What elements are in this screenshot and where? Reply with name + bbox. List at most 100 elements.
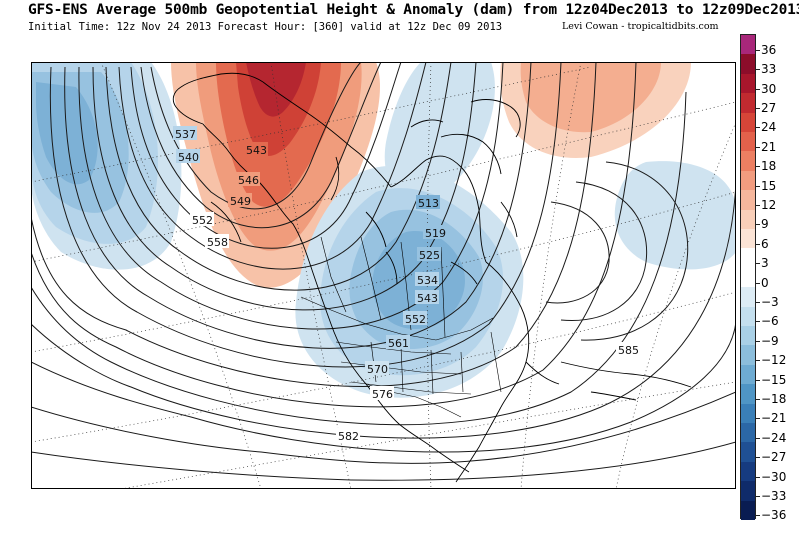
colorbar-label: −24 xyxy=(761,430,787,445)
contour-labels: 537 540 543 546 549 552 558 513 519 525 … xyxy=(173,126,640,443)
colorbar-tick xyxy=(756,398,760,400)
colorbar-swatch xyxy=(741,287,755,308)
colorbar-tick xyxy=(756,224,760,226)
colorbar-label: −15 xyxy=(761,372,787,387)
colorbar-swatch xyxy=(741,112,755,133)
anomaly-colorbar xyxy=(740,34,756,521)
contour-label: 534 xyxy=(417,274,438,287)
colorbar-label: −12 xyxy=(761,353,787,368)
colorbar-swatch xyxy=(741,306,755,327)
colorbar-tick xyxy=(756,263,760,265)
colorbar-tick xyxy=(756,360,760,362)
colorbar-swatch xyxy=(741,73,755,94)
colorbar-label: −30 xyxy=(761,469,787,484)
contour-label: 537 xyxy=(175,128,196,141)
colorbar-label: 24 xyxy=(761,120,777,135)
colorbar-swatch xyxy=(741,93,755,114)
colorbar-tick xyxy=(756,379,760,381)
colorbar-swatch xyxy=(741,209,755,230)
colorbar-tick xyxy=(756,185,760,187)
contour-label: 540 xyxy=(178,151,199,164)
colorbar-label: 3 xyxy=(761,256,769,271)
colorbar-tick xyxy=(756,107,760,109)
colorbar-swatch xyxy=(741,326,755,346)
colorbar-label: 21 xyxy=(761,139,777,154)
colorbar-swatch xyxy=(741,229,755,249)
colorbar-swatch xyxy=(741,345,755,366)
colorbar-swatch xyxy=(741,384,755,405)
negative-anomaly-pacific xyxy=(31,62,182,270)
colorbar-label: 12 xyxy=(761,197,777,212)
coastlines xyxy=(172,72,692,483)
colorbar-swatch xyxy=(741,461,755,482)
colorbar-tick xyxy=(756,515,760,517)
height-contours xyxy=(31,62,736,481)
colorbar-tick xyxy=(756,457,760,459)
colorbar-label: −36 xyxy=(761,508,787,523)
colorbar-swatch xyxy=(741,364,755,385)
colorbar-swatch xyxy=(741,481,755,502)
contour-label: 543 xyxy=(246,144,267,157)
colorbar-swatch xyxy=(741,170,755,191)
contour-label: 525 xyxy=(419,249,440,262)
colorbar-label: 27 xyxy=(761,100,777,115)
colorbar-tick xyxy=(756,495,760,497)
colorbar-label: −21 xyxy=(761,411,787,426)
colorbar-label: 15 xyxy=(761,178,777,193)
colorbar-label: 0 xyxy=(761,275,769,290)
contour-label: 585 xyxy=(618,344,639,357)
colorbar-tick xyxy=(756,321,760,323)
colorbar-tick xyxy=(756,282,760,284)
colorbar-swatch xyxy=(741,132,755,152)
colorbar-tick xyxy=(756,418,760,420)
colorbar-label: 9 xyxy=(761,217,769,232)
colorbar-label: 33 xyxy=(761,62,777,77)
colorbar-tick xyxy=(756,88,760,90)
colorbar-tick xyxy=(756,69,760,71)
colorbar-label: 6 xyxy=(761,236,769,251)
colorbar-tick xyxy=(756,476,760,478)
height-anomaly-map: 537 540 543 546 549 552 558 513 519 525 … xyxy=(31,62,736,489)
colorbar-tick xyxy=(756,437,760,439)
contour-label: 552 xyxy=(192,214,213,227)
colorbar-tick xyxy=(756,127,760,129)
negative-anomaly-atlantic xyxy=(614,161,736,270)
contour-label: 552 xyxy=(405,313,426,326)
colorbar-tick xyxy=(756,204,760,206)
colorbar-swatch xyxy=(741,267,755,288)
colorbar-tick xyxy=(756,49,760,51)
colorbar-tick xyxy=(756,166,760,168)
contour-label: 582 xyxy=(338,430,359,443)
colorbar-swatch xyxy=(741,500,755,521)
colorbar-label: −33 xyxy=(761,488,787,503)
colorbar-label: −18 xyxy=(761,391,787,406)
chart-title: GFS-ENS Average 500mb Geopotential Heigh… xyxy=(28,2,799,18)
colorbar-swatch xyxy=(741,248,755,269)
credit-text: Levi Cowan - tropicaltidbits.com xyxy=(562,21,719,32)
colorbar-label: −6 xyxy=(761,314,779,329)
map-frame xyxy=(31,62,736,489)
colorbar-label: −3 xyxy=(761,294,779,309)
colorbar-swatch xyxy=(741,423,755,443)
colorbar-label: −9 xyxy=(761,333,779,348)
colorbar-label: 18 xyxy=(761,159,777,174)
contour-label: 549 xyxy=(230,195,251,208)
contour-label: 558 xyxy=(207,236,228,249)
colorbar-swatch xyxy=(741,54,755,75)
contour-label: 561 xyxy=(388,337,409,350)
colorbar-swatch xyxy=(741,442,755,463)
contour-label: 513 xyxy=(418,197,439,210)
colorbar-label: −27 xyxy=(761,450,787,465)
chart-subtitle: Initial Time: 12z Nov 24 2013 Forecast H… xyxy=(28,21,503,33)
contour-label: 576 xyxy=(372,388,393,401)
contour-label: 570 xyxy=(367,363,388,376)
lat-lon-grid xyxy=(31,62,736,489)
colorbar-tick xyxy=(756,243,760,245)
contour-label: 546 xyxy=(238,174,259,187)
contour-label: 519 xyxy=(425,227,446,240)
colorbar-tick xyxy=(756,301,760,303)
positive-anomaly-greenland xyxy=(500,62,691,158)
contour-label: 543 xyxy=(417,292,438,305)
colorbar-label: 36 xyxy=(761,42,777,57)
colorbar-tick xyxy=(756,340,760,342)
